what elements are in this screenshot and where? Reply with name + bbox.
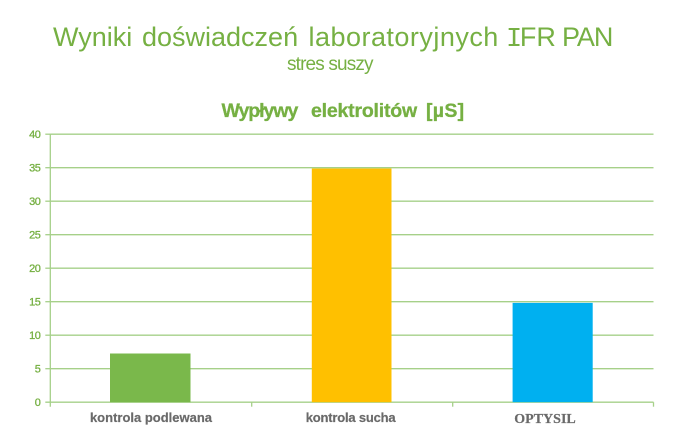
svg-text:40: 40 bbox=[29, 129, 41, 141]
svg-text:25: 25 bbox=[29, 230, 41, 242]
svg-text:35: 35 bbox=[29, 163, 41, 175]
svg-text:10: 10 bbox=[29, 330, 41, 342]
svg-text:0: 0 bbox=[35, 397, 41, 409]
svg-text:30: 30 bbox=[29, 196, 41, 208]
svg-text:20: 20 bbox=[29, 263, 41, 275]
svg-text:15: 15 bbox=[29, 297, 41, 309]
svg-text:5: 5 bbox=[35, 364, 41, 376]
